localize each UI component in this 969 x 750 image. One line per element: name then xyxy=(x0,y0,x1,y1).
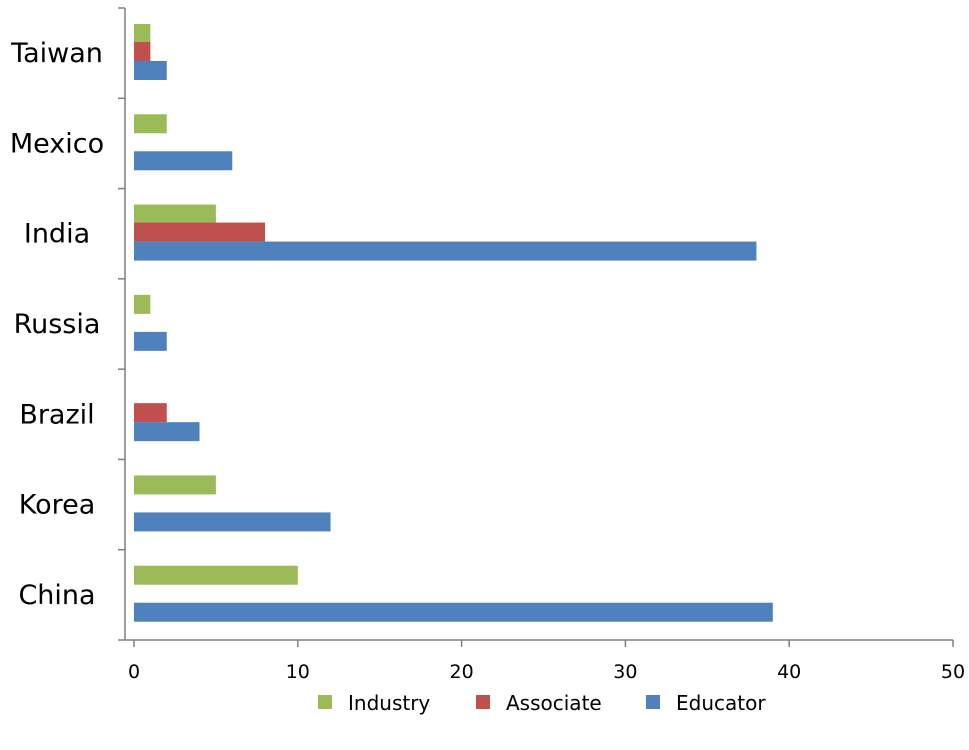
x-tick-label: 30 xyxy=(613,661,637,683)
bar-associate-taiwan xyxy=(134,42,151,61)
category-label: China xyxy=(18,580,95,611)
legend-swatch-educator xyxy=(646,695,660,709)
x-tick-label: 10 xyxy=(286,661,310,683)
bar-industry-india xyxy=(134,204,216,224)
bar-industry-mexico xyxy=(134,114,167,134)
x-tick-label: 50 xyxy=(941,661,965,683)
x-tick-label: 0 xyxy=(128,661,140,683)
bar-associate-brazil xyxy=(134,403,167,423)
bar-educator-russia xyxy=(134,331,167,351)
legend-swatch-associate xyxy=(476,695,490,709)
x-tick-label: 20 xyxy=(450,661,474,683)
category-label: Taiwan xyxy=(10,38,103,69)
bar-educator-taiwan xyxy=(134,61,167,80)
bar-industry-russia xyxy=(134,294,151,314)
bar-educator-china xyxy=(134,602,773,622)
bar-educator-mexico xyxy=(134,151,233,171)
bar-educator-brazil xyxy=(134,422,200,442)
category-label: Korea xyxy=(19,490,96,521)
legend-label: Educator xyxy=(676,691,766,715)
legend-label: Associate xyxy=(506,691,602,715)
bar-industry-taiwan xyxy=(134,24,151,43)
category-label: Brazil xyxy=(19,399,94,430)
bar-educator-korea xyxy=(134,512,331,532)
bar-educator-india xyxy=(134,241,757,261)
category-label: India xyxy=(24,219,90,250)
bar-associate-india xyxy=(134,222,266,242)
bar-industry-china xyxy=(134,565,298,585)
category-label: Russia xyxy=(14,309,101,340)
legend-swatch-industry xyxy=(318,695,332,709)
bar-industry-korea xyxy=(134,475,216,495)
category-label: Mexico xyxy=(10,128,104,159)
legend-label: Industry xyxy=(348,691,430,715)
x-tick-label: 40 xyxy=(777,661,801,683)
